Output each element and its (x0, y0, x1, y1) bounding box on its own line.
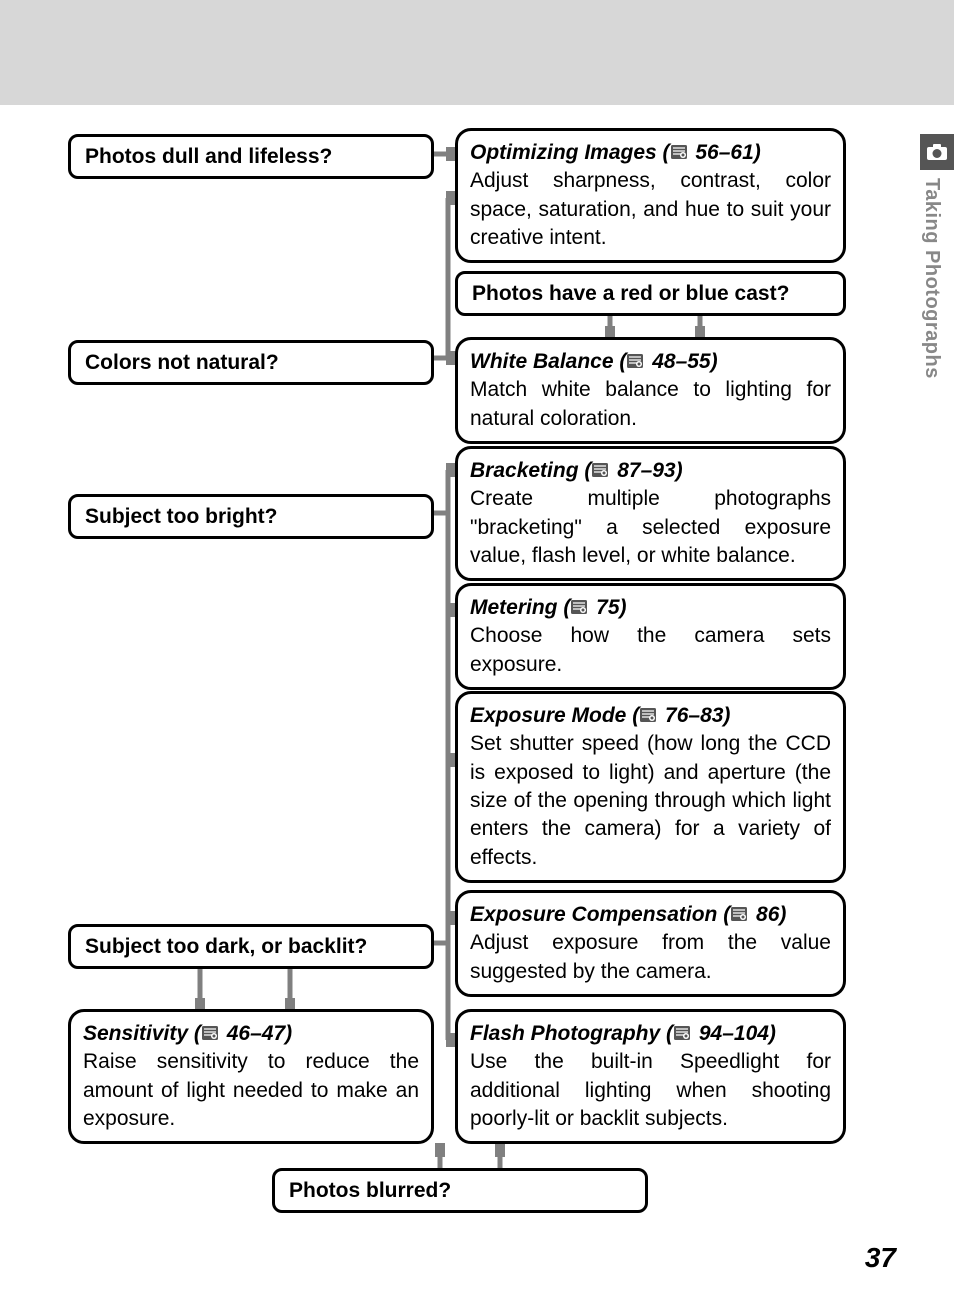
question-colors: Colors not natural? (68, 340, 434, 385)
page-ref: ( 94–104) (666, 1022, 776, 1045)
page-ref: ( 86) (723, 903, 786, 926)
answer-meter: Metering ( 75) Choose how the camera sets… (455, 583, 846, 690)
answer-desc: Create multiple photographs "bracketing"… (470, 485, 831, 570)
answer-title: Optimizing Images ( 56–61) (470, 141, 761, 164)
answer-sens: Sensitivity ( 46–47) Raise sensitivity to… (68, 1009, 434, 1144)
side-tab: Taking Photographs (920, 134, 954, 410)
answer-title: Exposure Mode ( 76–83) (470, 704, 730, 727)
answer-flash: Flash Photography ( 94–104) Use the built… (455, 1009, 846, 1144)
answer-title: Bracketing ( 87–93) (470, 459, 683, 482)
page-number: 37 (865, 1242, 896, 1274)
question-dull: Photos dull and lifeless? (68, 134, 434, 179)
side-tab-label: Taking Photographs (920, 170, 943, 379)
camera-icon (920, 134, 954, 170)
answer-title: Sensitivity ( 46–47) (83, 1022, 292, 1045)
answer-desc: Set shutter speed (how long the CCD is e… (470, 730, 831, 872)
page-ref: ( 56–61) (663, 141, 761, 164)
page-ref: ( 87–93) (584, 459, 682, 482)
answer-optimize: Optimizing Images ( 56–61) Adjust sharpne… (455, 128, 846, 263)
page-ref: ( 75) (563, 596, 626, 619)
question-dark: Subject too dark, or backlit? (68, 924, 434, 969)
answer-desc: Choose how the camera sets exposure. (470, 622, 831, 679)
answer-desc: Adjust sharpness, contrast, color space,… (470, 167, 831, 252)
answer-expcomp: Exposure Compensation ( 86) Adjust exposu… (455, 890, 846, 997)
answer-expmode: Exposure Mode ( 76–83) Set shutter speed … (455, 691, 846, 883)
answer-desc: Match white balance to lighting for natu… (470, 376, 831, 433)
page-ref: ( 76–83) (632, 704, 730, 727)
page-ref: ( 48–55) (619, 350, 717, 373)
question-bright: Subject too bright? (68, 494, 434, 539)
answer-desc: Adjust exposure from the value suggested… (470, 929, 831, 986)
answer-title: White Balance ( 48–55) (470, 350, 718, 373)
answer-title: Flash Photography ( 94–104) (470, 1022, 776, 1045)
question-blurred: Photos blurred? (272, 1168, 648, 1213)
answer-desc: Raise sensitivity to reduce the amount o… (83, 1048, 419, 1133)
answer-wb: White Balance ( 48–55) Match white balanc… (455, 337, 846, 444)
question-cast: Photos have a red or blue cast? (455, 271, 846, 316)
answer-desc: Use the built-in Speedlight for addition… (470, 1048, 831, 1133)
answer-title: Exposure Compensation ( 86) (470, 903, 786, 926)
answer-bracket: Bracketing ( 87–93) Create multiple photo… (455, 446, 846, 581)
page-ref: ( 46–47) (194, 1022, 292, 1045)
answer-title: Metering ( 75) (470, 596, 627, 619)
